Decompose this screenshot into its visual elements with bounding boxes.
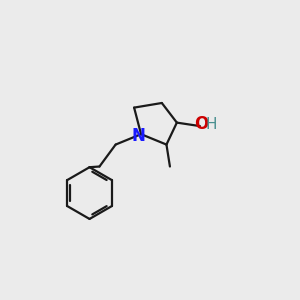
Text: O: O <box>194 116 208 134</box>
Text: H: H <box>205 117 217 132</box>
Text: N: N <box>131 128 145 146</box>
